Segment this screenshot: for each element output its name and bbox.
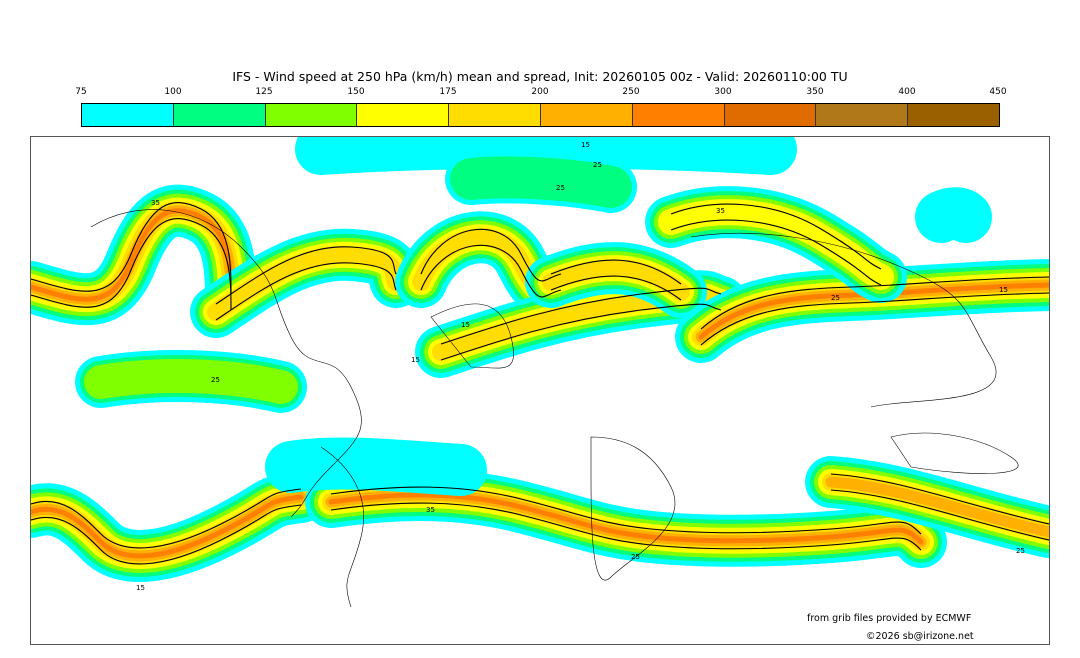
contour-label: 35 (426, 506, 435, 514)
contour-label: 25 (1016, 547, 1025, 555)
colorbar-tick: 125 (255, 87, 273, 97)
wind-speed-map: 15 25 35 25 15 15 25 35 25 15 35 25 25 1… (5, 116, 1075, 608)
spread-contour (420, 244, 562, 298)
jet-band (450, 156, 632, 208)
jet-band (825, 476, 1055, 538)
jet-band (915, 187, 992, 243)
spread-contour (700, 276, 1050, 330)
colorbar-tick: 75 (75, 87, 87, 97)
jet-band (28, 494, 304, 559)
jet-band (328, 492, 924, 545)
spread-contour (830, 473, 1050, 525)
jet-band (207, 245, 405, 321)
contour-label: 15 (999, 286, 1008, 294)
jet-band (432, 287, 730, 361)
contour-label: 25 (593, 161, 602, 169)
contour-label: 15 (136, 584, 145, 592)
colorbar-tick: 400 (898, 87, 916, 97)
contour-label: 25 (556, 184, 565, 192)
colorbar-tick: 300 (714, 87, 732, 97)
spread-contour (215, 246, 397, 305)
spread-contours (30, 202, 1050, 565)
spread-contour (30, 488, 302, 549)
jet-band (84, 358, 298, 404)
colorbar-swatch (816, 104, 909, 126)
spread-contour (420, 228, 562, 282)
colorbar-tick: 150 (347, 87, 365, 97)
colorbar-swatch (540, 104, 633, 126)
contour-label: 15 (581, 141, 590, 149)
contour-label: 25 (211, 376, 220, 384)
contour-label: 25 (631, 553, 640, 561)
jet-band (698, 282, 1052, 340)
contour-labels: 15 25 35 25 15 15 25 35 25 15 35 25 25 1… (136, 141, 1025, 592)
colorbar-swatch (173, 104, 266, 126)
spread-contour (30, 504, 302, 565)
colorbar-tick: 200 (531, 87, 549, 97)
spread-contour (330, 486, 922, 535)
spread-contour (550, 259, 682, 285)
data-source-credit: from grib files provided by ECMWF (807, 613, 972, 624)
colorbar-swatch (449, 104, 541, 126)
copyright-credit: ©2026 sb@irizone.net (866, 631, 974, 642)
jet-band (28, 208, 234, 305)
map-panel: 15 25 35 25 15 15 25 35 25 15 35 25 25 1… (5, 116, 1075, 645)
jet-band (265, 437, 487, 496)
contour-label: 25 (831, 294, 840, 302)
colorbar-swatch (632, 104, 725, 126)
contour-label: 15 (461, 321, 470, 329)
spread-contour (215, 262, 397, 321)
colorbar-swatch (724, 104, 817, 126)
spread-contour (670, 203, 882, 270)
spread-contour (700, 292, 1050, 346)
jet-band (295, 116, 797, 175)
jet-stream-shading (5, 116, 1075, 582)
jet-band (542, 259, 690, 301)
colorbar-tick: 175 (439, 87, 457, 97)
colorbar-swatch (265, 104, 358, 126)
contour-label: 35 (151, 199, 160, 207)
jet-band (658, 199, 894, 290)
coastlines (90, 209, 1019, 608)
spread-contour (830, 489, 1050, 541)
colorbar-tick: 450 (989, 87, 1007, 97)
colorbar-swatch (357, 104, 450, 126)
spread-contour (330, 502, 922, 551)
spread-contour (440, 303, 722, 361)
colorbar-swatch (82, 104, 174, 126)
spread-contour (440, 287, 722, 345)
spread-contour (30, 202, 232, 295)
spread-contour (550, 275, 682, 301)
spread-contour (30, 218, 232, 311)
colorbar-tick: 100 (164, 87, 182, 97)
colorbar-tick: 350 (806, 87, 824, 97)
spread-contour (670, 219, 882, 286)
contour-label: 35 (716, 207, 725, 215)
colorbar (81, 103, 1000, 127)
chart-title: IFS - Wind speed at 250 hPa (km/h) mean … (232, 69, 848, 84)
colorbar-tick: 250 (622, 87, 640, 97)
contour-label: 15 (411, 356, 420, 364)
colorbar-swatch (908, 104, 999, 126)
